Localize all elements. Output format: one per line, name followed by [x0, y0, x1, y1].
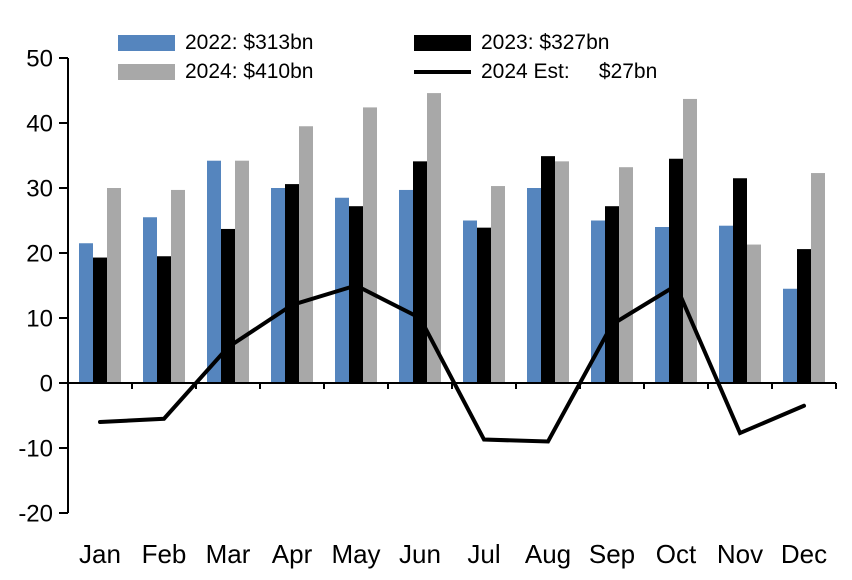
- x-tick-label-mar: Mar: [206, 539, 251, 569]
- legend-item-2024: 2024: $410bn: [118, 57, 414, 86]
- legend-item-2023: 2023: $327bn: [414, 28, 657, 57]
- legend-swatch-2022: [118, 34, 175, 51]
- bar-2024-oct: [683, 98, 697, 383]
- bar-2022-apr: [271, 188, 285, 383]
- y-tick-label: 20: [26, 240, 53, 267]
- bar-2024-dec: [811, 173, 825, 383]
- bar-2022-jun: [399, 189, 413, 383]
- legend-label-2024-est: 2024 Est: $27bn: [481, 59, 658, 83]
- legend-swatch-2023: [414, 34, 471, 51]
- y-tick-label: 30: [26, 175, 53, 202]
- y-tick-label: 0: [40, 370, 53, 397]
- bar-2022-oct: [655, 227, 669, 383]
- y-tick-label: -10: [18, 435, 53, 462]
- x-tick-label-apr: Apr: [272, 539, 313, 569]
- legend-label-2023: 2023: $327bn: [481, 30, 610, 54]
- legend-swatch-2024: [118, 63, 175, 80]
- bar-2024-jan: [107, 188, 121, 383]
- bar-2022-dec: [783, 288, 797, 383]
- x-tick-label-oct: Oct: [656, 539, 697, 569]
- x-tick-label-may: May: [331, 539, 380, 569]
- bar-2023-feb: [157, 256, 171, 383]
- legend-label-2024: 2024: $410bn: [185, 59, 314, 83]
- bar-2024-jul: [491, 186, 505, 383]
- bar-2024-nov: [747, 244, 761, 383]
- bar-2023-nov: [733, 178, 747, 383]
- bar-2024-jun: [427, 93, 441, 383]
- x-tick-label-sep: Sep: [589, 539, 635, 569]
- legend: 2022: $313bn 2023: $327bn 2024: $410bn 2…: [118, 28, 657, 86]
- bar-2024-apr: [299, 126, 313, 383]
- y-tick-label: 50: [26, 45, 53, 72]
- bar-2022-jul: [463, 220, 477, 383]
- bar-2024-sep: [619, 167, 633, 383]
- x-tick-label-jun: Jun: [399, 539, 441, 569]
- x-tick-label-feb: Feb: [142, 539, 187, 569]
- bar-2023-dec: [797, 249, 811, 383]
- legend-item-2022: 2022: $313bn: [118, 28, 414, 57]
- y-tick-label: 10: [26, 305, 53, 332]
- bar-2022-aug: [527, 188, 541, 383]
- bar-2023-jan: [93, 257, 107, 383]
- y-tick-label: 40: [26, 110, 53, 137]
- x-tick-label-jan: Jan: [79, 539, 121, 569]
- bar-2023-jul: [477, 227, 491, 383]
- bar-2023-mar: [221, 228, 235, 383]
- legend-line-swatch-2024-est: [414, 69, 471, 74]
- bar-2022-nov: [719, 225, 733, 383]
- bar-2023-may: [349, 206, 363, 383]
- bar-2023-sep: [605, 206, 619, 383]
- bar-2023-jun: [413, 161, 427, 383]
- bar-2024-mar: [235, 160, 249, 383]
- x-tick-label-nov: Nov: [717, 539, 763, 569]
- y-tick-label: -20: [18, 500, 53, 527]
- bar-2022-feb: [143, 217, 157, 383]
- bar-2023-oct: [669, 158, 683, 383]
- bar-2022-mar: [207, 160, 221, 383]
- legend-item-2024-est: 2024 Est: $27bn: [414, 57, 657, 86]
- x-tick-label-dec: Dec: [781, 539, 827, 569]
- estimate-line: [98, 282, 806, 444]
- bar-2023-apr: [285, 184, 299, 383]
- bar-2024-aug: [555, 161, 569, 383]
- bar-2024-feb: [171, 189, 185, 383]
- bar-2023-aug: [541, 156, 555, 383]
- x-tick-label-jul: Jul: [467, 539, 500, 569]
- x-tick-label-aug: Aug: [525, 539, 571, 569]
- bar-2022-jan: [79, 243, 93, 383]
- bar-2024-may: [363, 107, 377, 384]
- legend-label-2022: 2022: $313bn: [185, 30, 314, 54]
